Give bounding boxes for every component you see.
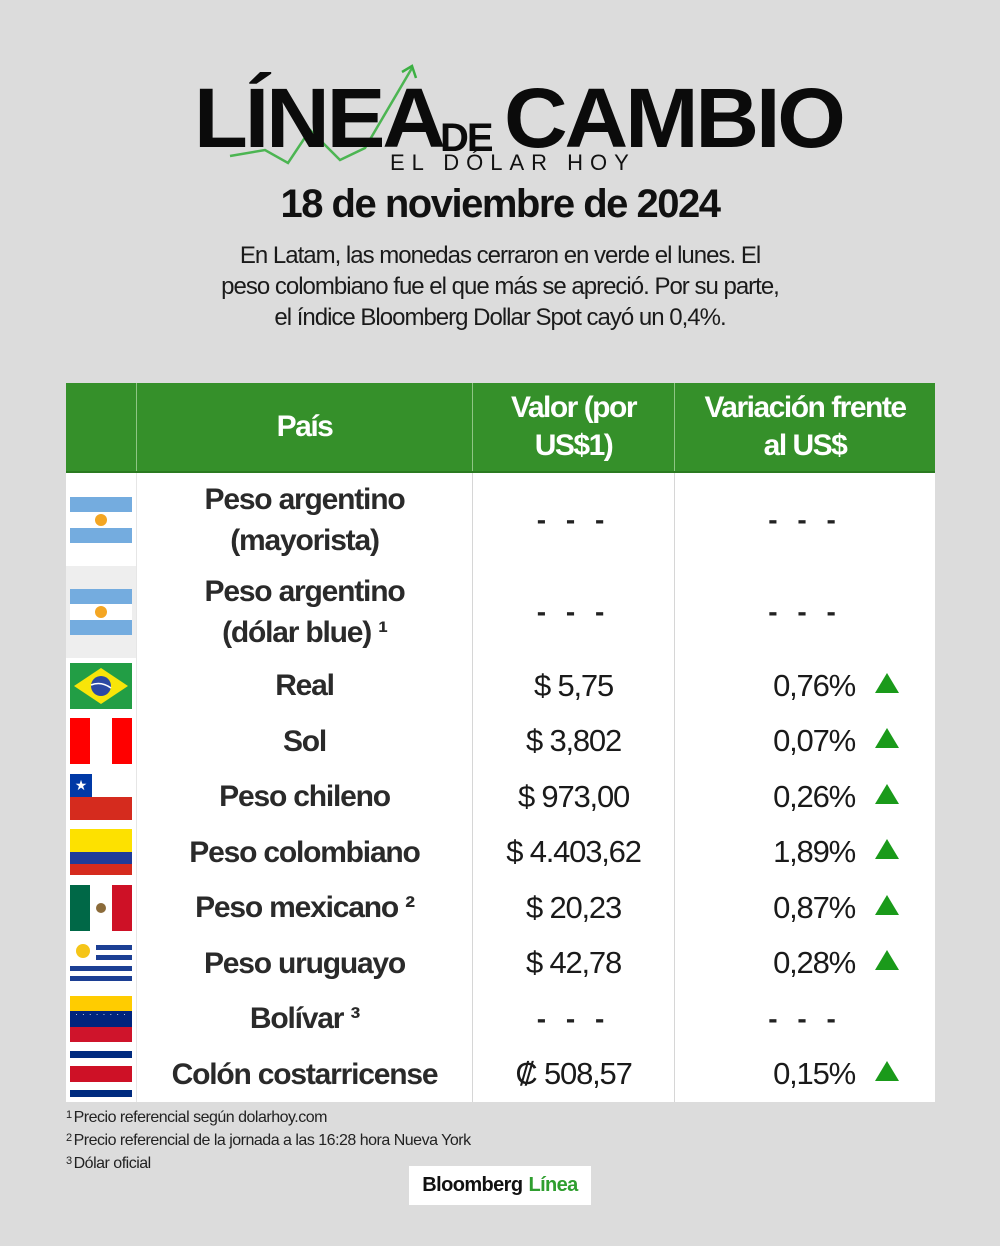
currency-variation: 0,76% xyxy=(773,667,856,703)
footnote-1: 1 Precio referencial según dolarhoy.com xyxy=(66,1109,327,1126)
logo-word-linea: LÍNEA xyxy=(194,71,446,165)
venezuela-flag-icon: · · · · · · · · xyxy=(70,995,132,1042)
header-variation: Variación frente al US$ xyxy=(675,383,935,471)
up-arrow-icon xyxy=(875,839,899,859)
table-row: Real $ 5,75 0,76% xyxy=(66,658,935,713)
currency-name: Colón costarricense xyxy=(171,1057,439,1091)
argentina-flag-icon xyxy=(70,496,132,543)
up-arrow-icon xyxy=(875,728,899,748)
summary-text: En Latam, las monedas cerraron en verde … xyxy=(221,242,780,331)
header-flag-cell xyxy=(66,383,137,471)
page-date: 18 de noviembre de 2024 xyxy=(280,182,721,226)
up-arrow-icon xyxy=(875,783,899,804)
table-row: ★ Peso chileno $ 973,00 0,26% xyxy=(66,769,935,824)
table-row: Peso argentino (mayorista) - - - - - - xyxy=(66,473,935,566)
bloomberg-linea-logo: Bloomberg Línea xyxy=(409,1166,591,1205)
currency-value: - - - xyxy=(536,1002,611,1034)
exchange-rate-table: País Valor (por US$1) Variación frente al … xyxy=(66,383,935,1102)
currency-name: Peso uruguayo xyxy=(203,946,406,980)
currency-value: $ 20,23 xyxy=(525,889,622,925)
header-value-line2: US$1) xyxy=(534,429,614,462)
currency-variation: 0,28% xyxy=(773,945,856,980)
currency-value: ₡ 508,57 xyxy=(515,1056,632,1091)
currency-name: Peso chileno xyxy=(219,780,391,813)
header-variation-line2: al US$ xyxy=(763,429,848,462)
mexico-flag-icon xyxy=(70,884,132,931)
currency-name: Bolívar ³ xyxy=(249,1002,360,1035)
logo-word-de: DE xyxy=(440,116,494,160)
currency-variation: 0,26% xyxy=(773,778,856,814)
currency-name: Peso argentino xyxy=(204,575,406,608)
currency-variation: - - - xyxy=(768,503,842,535)
currency-value: $ 4.403,62 xyxy=(506,834,642,869)
currency-value: $ 973,00 xyxy=(517,778,630,814)
header-value: Valor (por US$1) xyxy=(473,383,675,471)
currency-name: Peso argentino xyxy=(204,482,406,516)
table-row: Colón costarricense ₡ 508,57 0,15% xyxy=(66,1046,935,1102)
currency-value: $ 3,802 xyxy=(525,723,622,758)
currency-value: - - - xyxy=(536,596,611,627)
currency-variation: 0,15% xyxy=(773,1056,856,1091)
up-arrow-icon xyxy=(875,894,899,915)
table-row: Sol $ 3,802 0,07% xyxy=(66,713,935,769)
up-arrow-icon xyxy=(875,672,899,693)
table-row: Peso argentino (dólar blue) ¹ - - - - - - xyxy=(66,566,935,658)
footnote-2: 2 Precio referencial de la jornada a las … xyxy=(66,1132,471,1149)
currency-name: Real xyxy=(275,669,335,702)
uruguay-flag-icon xyxy=(70,940,132,986)
table-row: Peso mexicano ² $ 20,23 0,87% xyxy=(66,880,935,935)
table-row: Peso uruguayo $ 42,78 0,28% xyxy=(66,935,935,991)
logo: LÍNEA DE CAMBIO EL DÓLAR HOY xyxy=(190,60,850,180)
up-arrow-icon xyxy=(875,1061,899,1081)
currency-variation: 0,87% xyxy=(773,889,856,925)
currency-name: Peso mexicano ² xyxy=(195,891,415,924)
table-row: · · · · · · · · Bolívar ³ - - - - - - xyxy=(66,991,935,1046)
trend-arrow-icon xyxy=(229,64,418,165)
table-header: País Valor (por US$1) Variación frente al … xyxy=(66,383,935,473)
chile-flag-icon: ★ xyxy=(70,773,132,820)
footnote-3: 3 Dólar oficial xyxy=(66,1155,151,1172)
currency-value: $ 5,75 xyxy=(534,667,614,703)
header-variation-line1: Variación frente xyxy=(704,391,907,424)
currency-variation: - - - xyxy=(768,1002,842,1034)
logo-word-cambio: CAMBIO xyxy=(504,71,846,165)
argentina-flag-icon xyxy=(70,589,132,635)
currency-name: Sol xyxy=(282,724,327,758)
logo-subtitle: EL DÓLAR HOY xyxy=(390,150,636,175)
header-country: País xyxy=(137,383,473,471)
colombia-flag-icon xyxy=(70,829,132,875)
header-value-line1: Valor (por xyxy=(510,391,638,424)
currency-value: $ 42,78 xyxy=(525,945,622,980)
costa-rica-flag-icon xyxy=(70,1051,132,1097)
table-row: Peso colombiano $ 4.403,62 1,89% xyxy=(66,824,935,880)
up-arrow-icon xyxy=(875,950,899,970)
footnotes: 1 Precio referencial según dolarhoy.com 2… xyxy=(66,1105,471,1174)
brand-bloomberg: Bloomberg xyxy=(422,1174,523,1196)
currency-value: - - - xyxy=(536,503,611,535)
currency-variation: 0,07% xyxy=(773,723,856,758)
brazil-flag-icon xyxy=(70,662,132,709)
currency-variation: 1,89% xyxy=(773,834,856,869)
currency-name: Peso colombiano xyxy=(189,835,421,869)
peru-flag-icon xyxy=(70,718,132,764)
brand-linea: Línea xyxy=(528,1174,578,1196)
currency-variation: - - - xyxy=(768,596,842,627)
